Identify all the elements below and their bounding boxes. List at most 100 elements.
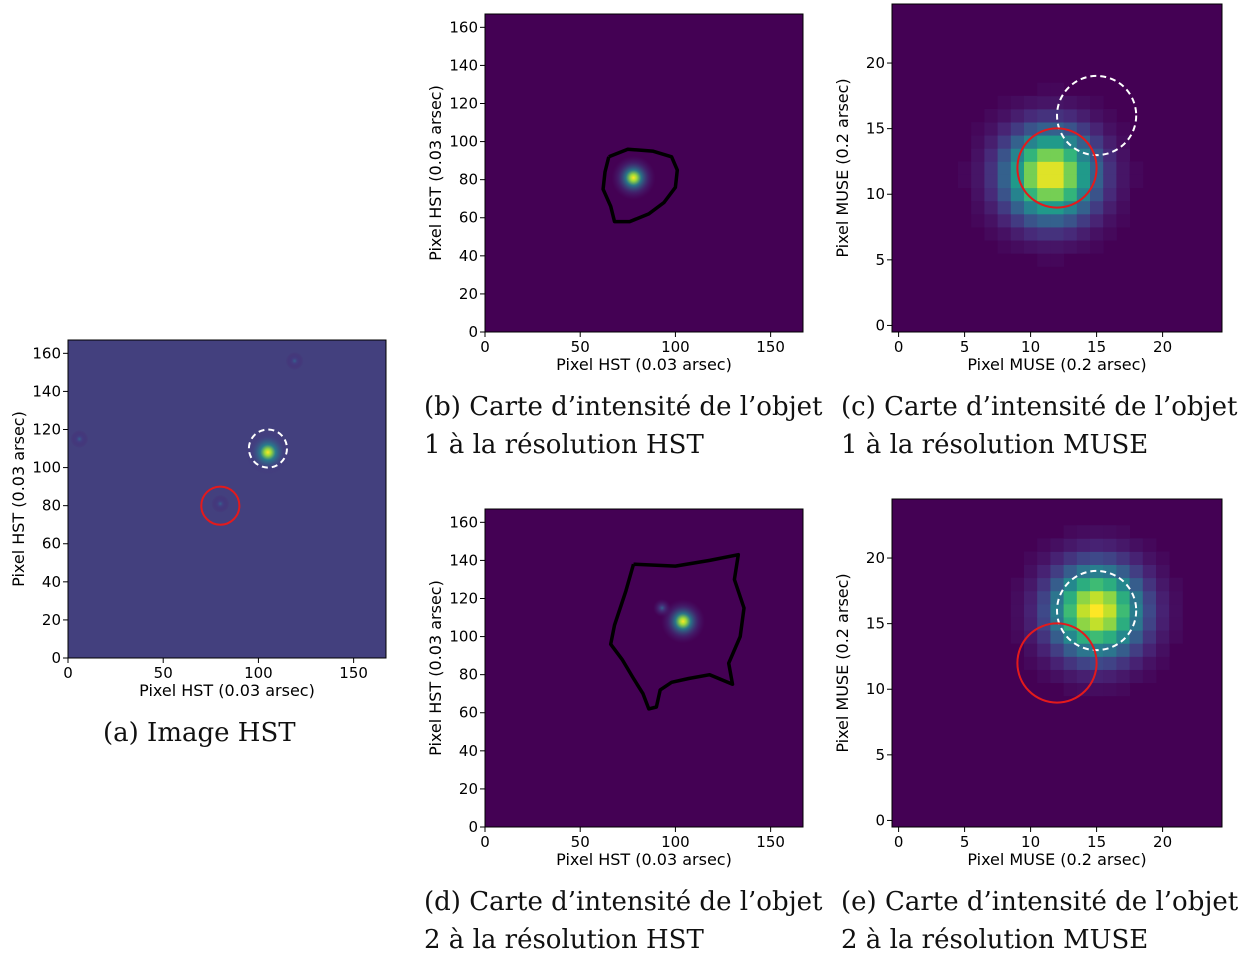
psf-pixel — [1010, 603, 1025, 618]
psf-pixel — [1024, 617, 1038, 631]
source-blob — [653, 599, 672, 618]
y-tick-label: 15 — [866, 120, 885, 138]
caption-a-line1: (a) Image HST — [103, 718, 296, 748]
psf-pixel — [1142, 669, 1157, 684]
psf-pixel — [984, 108, 998, 123]
psf-pixel — [1142, 603, 1157, 618]
psf-pixel — [1076, 174, 1091, 189]
psf-pixel — [1103, 617, 1117, 631]
psf-pixel — [984, 161, 998, 175]
psf-pixel — [984, 148, 998, 162]
psf-pixel — [1063, 161, 1078, 175]
psf-pixel — [1103, 200, 1117, 215]
psf-pixel — [1010, 577, 1025, 592]
psf-pixel — [1010, 122, 1025, 136]
x-axis-label: Pixel MUSE (0.2 arsec) — [967, 850, 1146, 869]
psf-pixel — [1063, 538, 1078, 552]
psf-pixel — [1116, 590, 1130, 605]
psf-pixel — [1156, 577, 1170, 592]
psf-pixel — [997, 213, 1012, 228]
aperture-circle-dashed — [1056, 569, 1138, 652]
psf-pixel — [1037, 135, 1051, 149]
x-tick-label: 100 — [661, 833, 690, 851]
psf-pixel — [1024, 577, 1038, 592]
axes-frame — [67, 339, 387, 659]
y-tick-label: 5 — [875, 251, 885, 269]
y-tick-label: 80 — [42, 497, 61, 515]
psf-pixel — [984, 122, 998, 136]
psf-pixel — [1116, 213, 1130, 228]
y-axis-label: Pixel HST (0.03 arsec) — [426, 580, 445, 756]
caption-d-line2: 2 à la résolution HST — [424, 925, 704, 955]
psf-pixel — [1063, 630, 1078, 644]
psf-pixel — [1090, 122, 1104, 136]
psf-pixel — [1142, 656, 1157, 670]
psf-pixel — [1156, 643, 1170, 657]
psf-pixel — [1076, 240, 1091, 254]
psf-pixel — [1063, 174, 1078, 189]
psf-pixel — [1090, 538, 1104, 552]
psf-pixel — [1156, 590, 1170, 605]
psf-pixel — [971, 174, 985, 189]
psf-pixel — [1103, 213, 1117, 228]
y-tick-label: 40 — [459, 247, 478, 265]
psf-pixel — [1142, 551, 1157, 565]
psf-pixel — [1129, 617, 1144, 631]
psf-pixel — [1076, 643, 1091, 657]
y-tick-label: 20 — [866, 54, 885, 72]
psf-pixel — [997, 122, 1012, 136]
psf-pixel — [1050, 253, 1064, 267]
y-tick-label: 20 — [459, 780, 478, 798]
y-tick-label: 160 — [449, 18, 478, 36]
psf-pixel — [1116, 135, 1130, 149]
psf-pixel — [1024, 630, 1038, 644]
x-axis-label: Pixel HST (0.03 arsec) — [139, 681, 315, 700]
psf-pixel — [1050, 656, 1064, 670]
psf-pixel — [1063, 643, 1078, 657]
psf-pixel — [984, 135, 998, 149]
y-tick-label: 40 — [459, 742, 478, 760]
psf-pixel — [984, 174, 998, 189]
caption-d-line1: (d) Carte d’intensité de l’objet — [424, 887, 823, 917]
psf-pixel — [1116, 122, 1130, 136]
psf-pixel — [1010, 108, 1025, 123]
psf-pixel — [997, 108, 1012, 123]
psf-pixel — [1156, 603, 1170, 618]
psf-pixel — [1103, 590, 1117, 605]
psf-pixel — [1076, 227, 1091, 241]
psf-pixel — [1037, 187, 1051, 202]
psf-pixel — [1037, 590, 1051, 605]
source-blob — [211, 494, 230, 513]
psf-pixel — [1010, 240, 1025, 254]
psf-pixel — [1050, 551, 1064, 565]
psf-pixel — [1063, 551, 1078, 565]
psf-pixel — [1024, 148, 1038, 162]
y-tick-label: 120 — [32, 420, 61, 438]
psf-pixel — [1037, 82, 1051, 97]
psf-pixel — [1090, 617, 1104, 631]
y-tick-label: 100 — [449, 628, 478, 646]
psf-pixel — [1076, 108, 1091, 123]
psf-pixel — [1169, 577, 1183, 592]
psf-pixel — [1076, 564, 1091, 579]
psf-pixel — [1103, 630, 1117, 644]
psf-pixel — [1076, 669, 1091, 684]
psf-pixel — [1103, 161, 1117, 175]
caption-c-line1: (c) Carte d’intensité de l’objet — [841, 392, 1238, 422]
psf-pixel — [997, 135, 1012, 149]
psf-pixel — [1076, 538, 1091, 552]
psf-pixel — [1103, 682, 1117, 697]
psf-pixel — [1037, 551, 1051, 565]
y-tick-label: 120 — [449, 94, 478, 112]
x-tick-label: 20 — [1153, 833, 1172, 851]
psf-pixel — [1169, 590, 1183, 605]
psf-pixel — [1063, 187, 1078, 202]
psf-pixel — [1090, 564, 1104, 579]
source-blob — [661, 599, 706, 644]
psf-pixel — [1010, 213, 1025, 228]
chart-a: 0 50 100 150 0 20 40 60 80 100 120 140 160 Pixel HST … — [9, 339, 387, 700]
psf-pixel — [1050, 213, 1064, 228]
psf-pixel — [1037, 253, 1051, 267]
psf-pixel — [1076, 187, 1091, 202]
psf-pixel — [1076, 200, 1091, 215]
